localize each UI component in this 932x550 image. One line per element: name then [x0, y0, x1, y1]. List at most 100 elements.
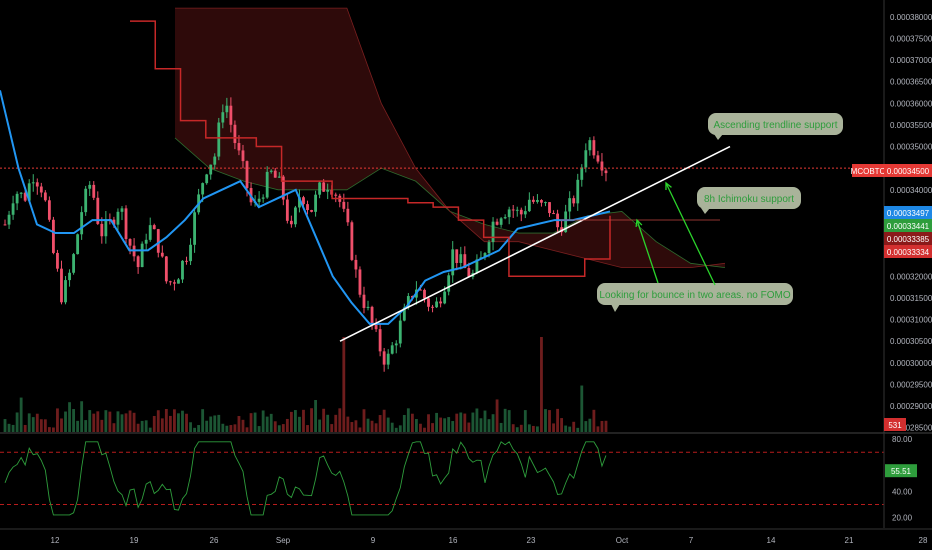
price-candles[interactable]	[3, 97, 608, 372]
annotation-callout[interactable]: Ascending trendline support	[708, 113, 843, 140]
candle-body[interactable]	[96, 197, 100, 224]
candle-body[interactable]	[185, 260, 188, 262]
candle-body[interactable]	[298, 197, 301, 208]
candle-body[interactable]	[366, 306, 370, 308]
candle-body[interactable]	[148, 225, 152, 240]
candle-body[interactable]	[314, 194, 317, 212]
candle-body[interactable]	[27, 183, 31, 201]
candle-body[interactable]	[152, 225, 156, 230]
candle-body[interactable]	[406, 296, 410, 308]
candle-body[interactable]	[523, 211, 527, 215]
candle-body[interactable]	[15, 193, 19, 204]
candle-body[interactable]	[410, 296, 414, 298]
candle-body[interactable]	[322, 182, 326, 192]
candle-body[interactable]	[60, 268, 63, 303]
candle-body[interactable]	[257, 198, 261, 202]
candle-body[interactable]	[31, 182, 35, 184]
candle-body[interactable]	[72, 254, 75, 273]
candle-body[interactable]	[273, 170, 277, 178]
candle-body[interactable]	[439, 301, 443, 304]
candle-body[interactable]	[318, 182, 322, 195]
candle-body[interactable]	[463, 254, 467, 269]
ascending-trendline[interactable]	[339, 145, 731, 342]
candle-body[interactable]	[285, 199, 289, 221]
annotation-callout[interactable]: 8h Ichimoku support	[697, 187, 801, 214]
candle-body[interactable]	[390, 345, 394, 354]
candle-body[interactable]	[451, 249, 455, 276]
candle-body[interactable]	[398, 320, 402, 344]
candle-body[interactable]	[156, 229, 160, 253]
candle-body[interactable]	[225, 105, 229, 113]
candle-body[interactable]	[39, 186, 43, 193]
candle-body[interactable]	[294, 207, 297, 225]
candle-body[interactable]	[552, 213, 555, 215]
candle-body[interactable]	[164, 256, 168, 282]
time-axis[interactable]: 12 19 26 Sep 9 16 23 Oct 7 14 21 28	[0, 528, 932, 545]
candle-body[interactable]	[217, 122, 221, 157]
candle-body[interactable]	[548, 202, 551, 214]
candle-body[interactable]	[576, 179, 580, 204]
candle-body[interactable]	[362, 294, 366, 308]
candle-body[interactable]	[394, 343, 398, 346]
candle-body[interactable]	[382, 351, 386, 365]
candle-body[interactable]	[455, 249, 459, 263]
candle-body[interactable]	[289, 220, 293, 225]
candle-body[interactable]	[76, 234, 80, 255]
candle-body[interactable]	[177, 279, 180, 284]
candle-body[interactable]	[531, 199, 535, 202]
candle-body[interactable]	[491, 221, 495, 243]
candle-body[interactable]	[334, 194, 338, 196]
candle-body[interactable]	[423, 289, 426, 299]
candle-body[interactable]	[600, 161, 604, 171]
candle-body[interactable]	[193, 212, 196, 245]
candle-body[interactable]	[350, 222, 354, 260]
candle-body[interactable]	[310, 210, 313, 212]
candle-body[interactable]	[3, 224, 7, 226]
candle-body[interactable]	[237, 143, 241, 151]
candle-body[interactable]	[443, 291, 447, 304]
candle-body[interactable]	[245, 161, 249, 189]
candle-body[interactable]	[229, 105, 233, 125]
candle-body[interactable]	[124, 208, 128, 240]
candle-body[interactable]	[140, 243, 144, 268]
candle-body[interactable]	[209, 164, 213, 175]
candle-body[interactable]	[88, 184, 92, 189]
candle-body[interactable]	[560, 227, 564, 233]
candle-body[interactable]	[584, 150, 588, 168]
candle-body[interactable]	[160, 252, 164, 257]
candle-body[interactable]	[277, 176, 281, 178]
candle-body[interactable]	[35, 182, 39, 187]
candle-body[interactable]	[189, 244, 192, 262]
candle-body[interactable]	[68, 272, 71, 281]
candle-body[interactable]	[326, 189, 330, 192]
candle-body[interactable]	[173, 282, 176, 284]
candle-body[interactable]	[507, 209, 511, 218]
candle-body[interactable]	[302, 197, 305, 205]
candle-body[interactable]	[205, 174, 209, 184]
candle-body[interactable]	[467, 268, 471, 277]
candle-body[interactable]	[144, 239, 148, 244]
candle-body[interactable]	[431, 306, 434, 308]
candle-body[interactable]	[402, 307, 406, 321]
candle-body[interactable]	[527, 199, 531, 212]
candle-body[interactable]	[515, 209, 519, 211]
candle-body[interactable]	[378, 329, 382, 352]
candle-body[interactable]	[56, 252, 59, 269]
candle-body[interactable]	[241, 150, 245, 162]
candle-body[interactable]	[358, 269, 362, 295]
candle-body[interactable]	[459, 254, 463, 263]
candle-body[interactable]	[281, 176, 285, 200]
candle-body[interactable]	[168, 281, 172, 283]
candle-body[interactable]	[100, 223, 104, 237]
candle-body[interactable]	[19, 192, 23, 194]
candle-body[interactable]	[261, 197, 265, 199]
candle-body[interactable]	[447, 275, 451, 292]
candle-body[interactable]	[572, 198, 576, 204]
candle-body[interactable]	[221, 112, 225, 123]
candle-body[interactable]	[427, 298, 430, 307]
candle-body[interactable]	[503, 217, 507, 219]
candle-body[interactable]	[511, 209, 515, 211]
candle-body[interactable]	[536, 200, 539, 202]
candle-body[interactable]	[540, 200, 543, 203]
candle-body[interactable]	[564, 211, 568, 233]
